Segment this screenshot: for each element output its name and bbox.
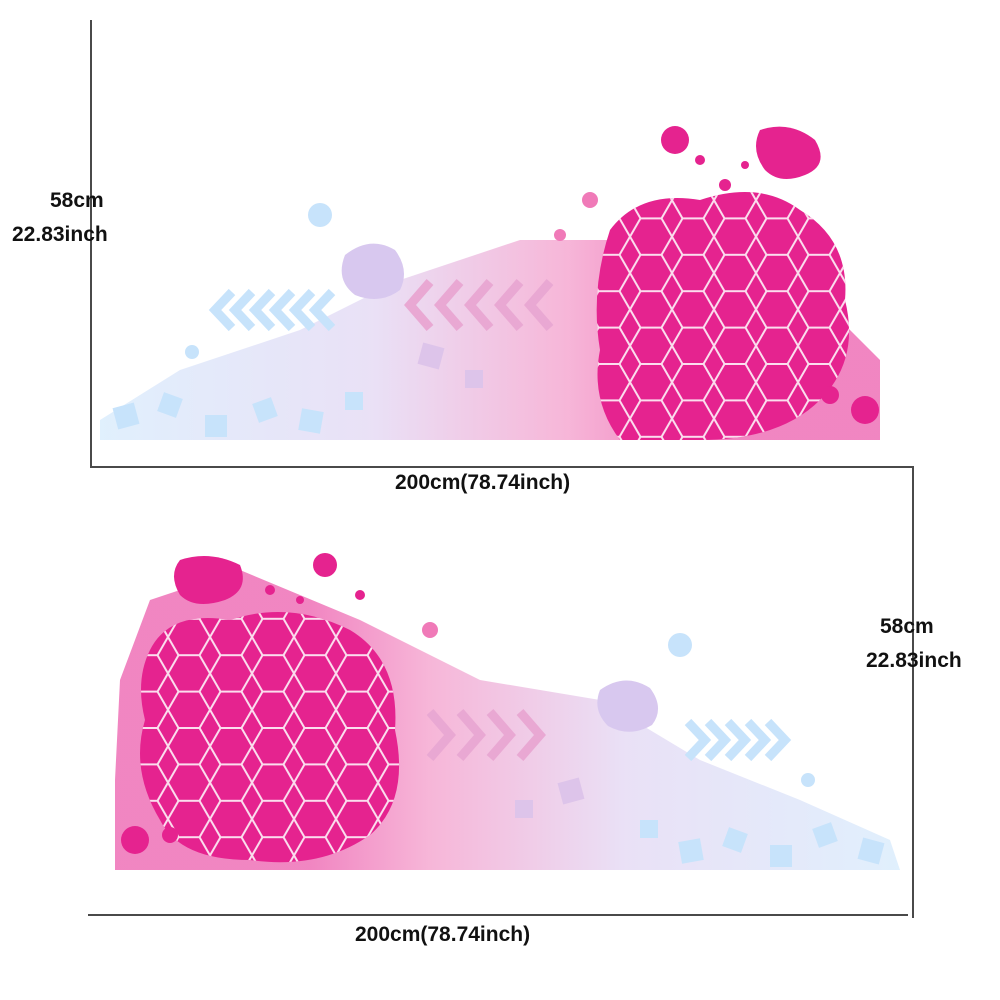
- bottom-decal-graphic: [115, 553, 900, 870]
- bottom-height-inch-label: 22.83inch: [866, 649, 962, 672]
- bottom-height-cm-label: 58cm: [880, 615, 934, 638]
- top-height-inch-label: 22.83inch: [12, 223, 108, 246]
- bottom-height-line: [912, 466, 914, 918]
- top-height-cm-label: 58cm: [50, 189, 104, 212]
- top-width-line: [92, 466, 912, 468]
- top-decal-graphic: [100, 126, 880, 440]
- top-width-label: 200cm(78.74inch): [395, 471, 571, 494]
- bottom-width-line: [88, 914, 908, 916]
- bottom-width-label: 200cm(78.74inch): [355, 923, 531, 946]
- top-height-line: [90, 20, 92, 468]
